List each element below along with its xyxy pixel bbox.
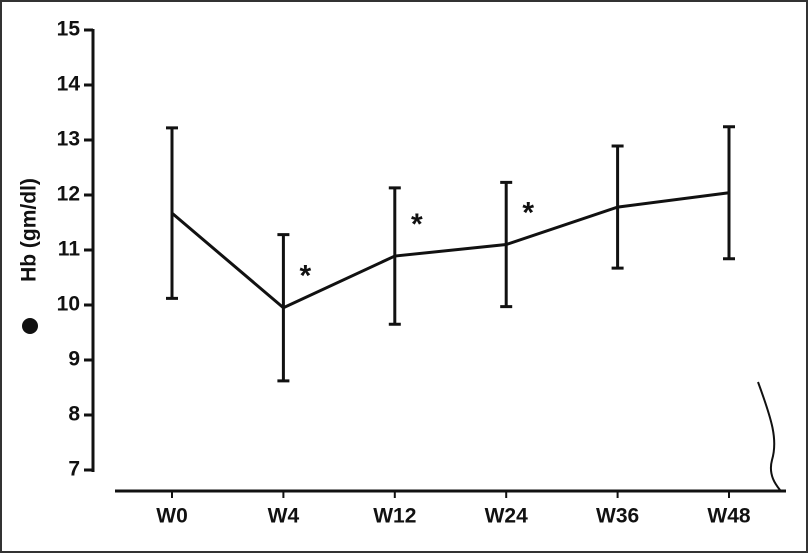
x-tick-label: W36: [596, 505, 639, 528]
stray-mark: [757, 381, 781, 491]
y-tick-label: 14: [57, 73, 81, 96]
significance-mark: *: [300, 260, 312, 293]
error-bar: [611, 144, 624, 270]
y-tick-label: 10: [57, 293, 80, 316]
error-bar: [388, 186, 401, 326]
y-axis-label: Hb (gm/dl): [18, 178, 41, 282]
y-tick-label: 12: [57, 183, 80, 206]
x-tick-label: W24: [485, 505, 529, 528]
x-tick-label: W0: [156, 505, 188, 528]
x-tick-label: W12: [373, 505, 416, 528]
error-bar: [723, 125, 735, 261]
x-tick-label: W4: [268, 505, 300, 528]
significance-mark: *: [411, 208, 423, 241]
error-bar: [166, 126, 178, 300]
y-tick-label: 15: [57, 18, 81, 41]
y-tick-label: 11: [58, 238, 81, 261]
x-tick-label: W48: [707, 505, 751, 528]
significance-mark: *: [522, 196, 534, 229]
y-tick-label: 7: [68, 458, 80, 481]
legend-marker: [22, 318, 38, 334]
data-line: [171, 191, 730, 310]
y-tick-label: 9: [68, 348, 80, 371]
y-tick-label: 8: [68, 403, 80, 426]
error-bar: [277, 233, 290, 383]
error-bar: [500, 180, 513, 309]
y-tick-label: 13: [57, 128, 80, 151]
